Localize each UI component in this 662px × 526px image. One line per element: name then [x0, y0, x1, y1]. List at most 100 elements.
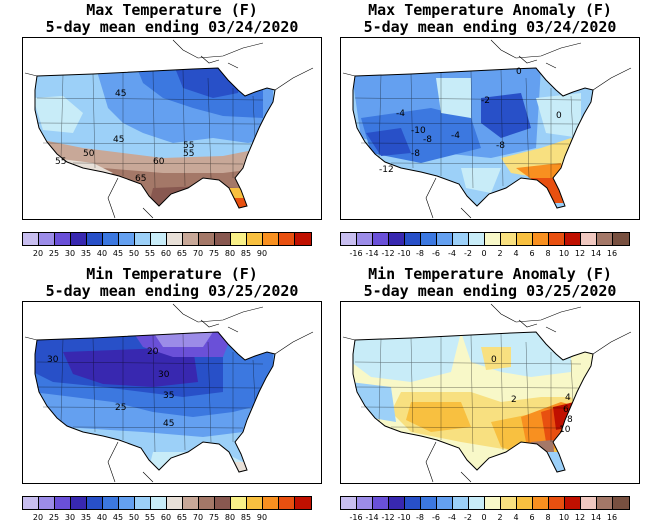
contour-label: 4 [565, 393, 571, 403]
panel-title: Max Temperature (F) [86, 1, 258, 19]
legend-swatch [39, 497, 55, 509]
legend-swatch [199, 233, 215, 245]
legend-tick-label: 0 [481, 249, 487, 258]
legend-tick-label: 0 [481, 513, 487, 522]
contour-label: 45 [163, 419, 174, 429]
legend-tick-label: -4 [448, 249, 456, 258]
legend-tick-label: 25 [48, 249, 60, 258]
legend-tick-label: 60 [160, 513, 172, 522]
contour-labels: 0 2 4 6 8 10 [491, 355, 573, 435]
legend-tick-label: -6 [432, 513, 440, 522]
legend-swatch [151, 497, 167, 509]
legend-tick-label: -16 [349, 249, 363, 258]
legend-tick-label: 16 [606, 249, 618, 258]
legend-tick-label: 8 [545, 249, 551, 258]
legend-swatch [247, 497, 263, 509]
legend-tick-label: 40 [96, 513, 108, 522]
legend-swatch [55, 497, 71, 509]
legend-tick-label: 25 [48, 513, 60, 522]
contour-label: 30 [47, 355, 59, 365]
legend-swatch [87, 497, 103, 509]
legend-tick-label: -14 [365, 513, 379, 522]
legend-colorbar [22, 496, 312, 510]
legend-tick-label: 10 [558, 249, 570, 258]
legend-tick-label: 4 [513, 249, 519, 258]
legend-tick-label: 4 [513, 513, 519, 522]
legend-tick-label: 20 [32, 513, 44, 522]
contour-label: -12 [379, 165, 394, 175]
legend-swatch [517, 497, 533, 509]
contour-labels: 45 45 50 55 55 60 55 60 65 [55, 89, 194, 184]
legend-swatch [295, 233, 311, 245]
contour-label: -8 [496, 141, 505, 151]
legend-swatch [167, 233, 183, 245]
legend-swatch [135, 233, 151, 245]
legend-tick-label: -10 [397, 249, 411, 258]
legend-tick-label: 6 [529, 513, 535, 522]
legend-tick-label: 75 [208, 513, 220, 522]
panel-title: Min Temperature Anomaly (F) [368, 265, 612, 283]
legend-tick-label: 65 [176, 513, 188, 522]
legend-swatch [215, 497, 231, 509]
legend-swatch [135, 497, 151, 509]
map-min-temp: 30 20 30 25 35 45 [22, 301, 322, 484]
legend-tick-label: 45 [112, 513, 124, 522]
contour-label: 35 [163, 391, 174, 401]
legend-swatch [263, 497, 279, 509]
contour-label: 55 [183, 149, 194, 159]
legend-tick-label: 65 [176, 249, 188, 258]
legend-tick-label: 60 [160, 249, 172, 258]
legend-swatch [199, 497, 215, 509]
legend-tick-label: -12 [381, 249, 395, 258]
contour-label: -4 [396, 109, 405, 119]
legend-swatch [421, 233, 437, 245]
legend-tick-label: 14 [590, 513, 602, 522]
legend-swatch [469, 497, 485, 509]
legend-swatch [231, 233, 247, 245]
panel-min-temp-anom: Min Temperature Anomaly (F) 5-day mean e… [340, 264, 640, 524]
legend-tick-label: 2 [497, 513, 503, 522]
contour-label: 45 [113, 135, 124, 145]
contour-label: 25 [115, 403, 126, 413]
legend-swatch [501, 233, 517, 245]
legend-tick-label: 85 [240, 513, 252, 522]
legend-tick-label: 30 [64, 249, 76, 258]
legend-swatch [405, 497, 421, 509]
legend-swatch [231, 497, 247, 509]
contour-label: 55 [55, 157, 66, 167]
contour-label: 0 [491, 355, 497, 365]
legend-tick-label: 45 [112, 249, 124, 258]
legend-tick-label: 12 [574, 513, 586, 522]
legend-swatch [613, 497, 629, 509]
legend-tick-label: 80 [224, 249, 236, 258]
legend-swatch [405, 233, 421, 245]
legend-tick-label: -2 [464, 249, 472, 258]
legend-swatch [119, 233, 135, 245]
contour-label: 0 [516, 67, 522, 77]
legend-swatch [39, 233, 55, 245]
legend-swatch [373, 497, 389, 509]
panel-title: Max Temperature Anomaly (F) [368, 1, 612, 19]
contour-label: 20 [147, 347, 159, 357]
legend-swatch [613, 233, 629, 245]
contour-label: -2 [481, 96, 490, 106]
legend-tick-label: -10 [397, 513, 411, 522]
legend-swatch [437, 497, 453, 509]
legend-tick-label: 8 [545, 513, 551, 522]
legend-swatch [533, 233, 549, 245]
panel-max-temp-anom: Max Temperature Anomaly (F) 5-day mean e… [340, 0, 640, 260]
legend-tick-label: 35 [80, 513, 92, 522]
legend-tick-label: 6 [529, 249, 535, 258]
legend-colorbar [22, 232, 312, 246]
panel-subtitle: 5-day mean ending 03/25/2020 [363, 282, 617, 300]
legend-swatch [389, 497, 405, 509]
contour-label: 0 [556, 111, 562, 121]
legend-tick-label: 55 [144, 513, 156, 522]
legend-swatch [597, 497, 613, 509]
legend-swatch [71, 497, 87, 509]
contour-labels: 30 20 30 25 35 45 [47, 347, 174, 429]
legend-swatch [357, 497, 373, 509]
legend-tick-label: 50 [128, 249, 140, 258]
contour-labels: 0 -4 -8 -12 -8 -4 -10 -8 -2 0 [379, 67, 562, 175]
legend-swatch [357, 233, 373, 245]
